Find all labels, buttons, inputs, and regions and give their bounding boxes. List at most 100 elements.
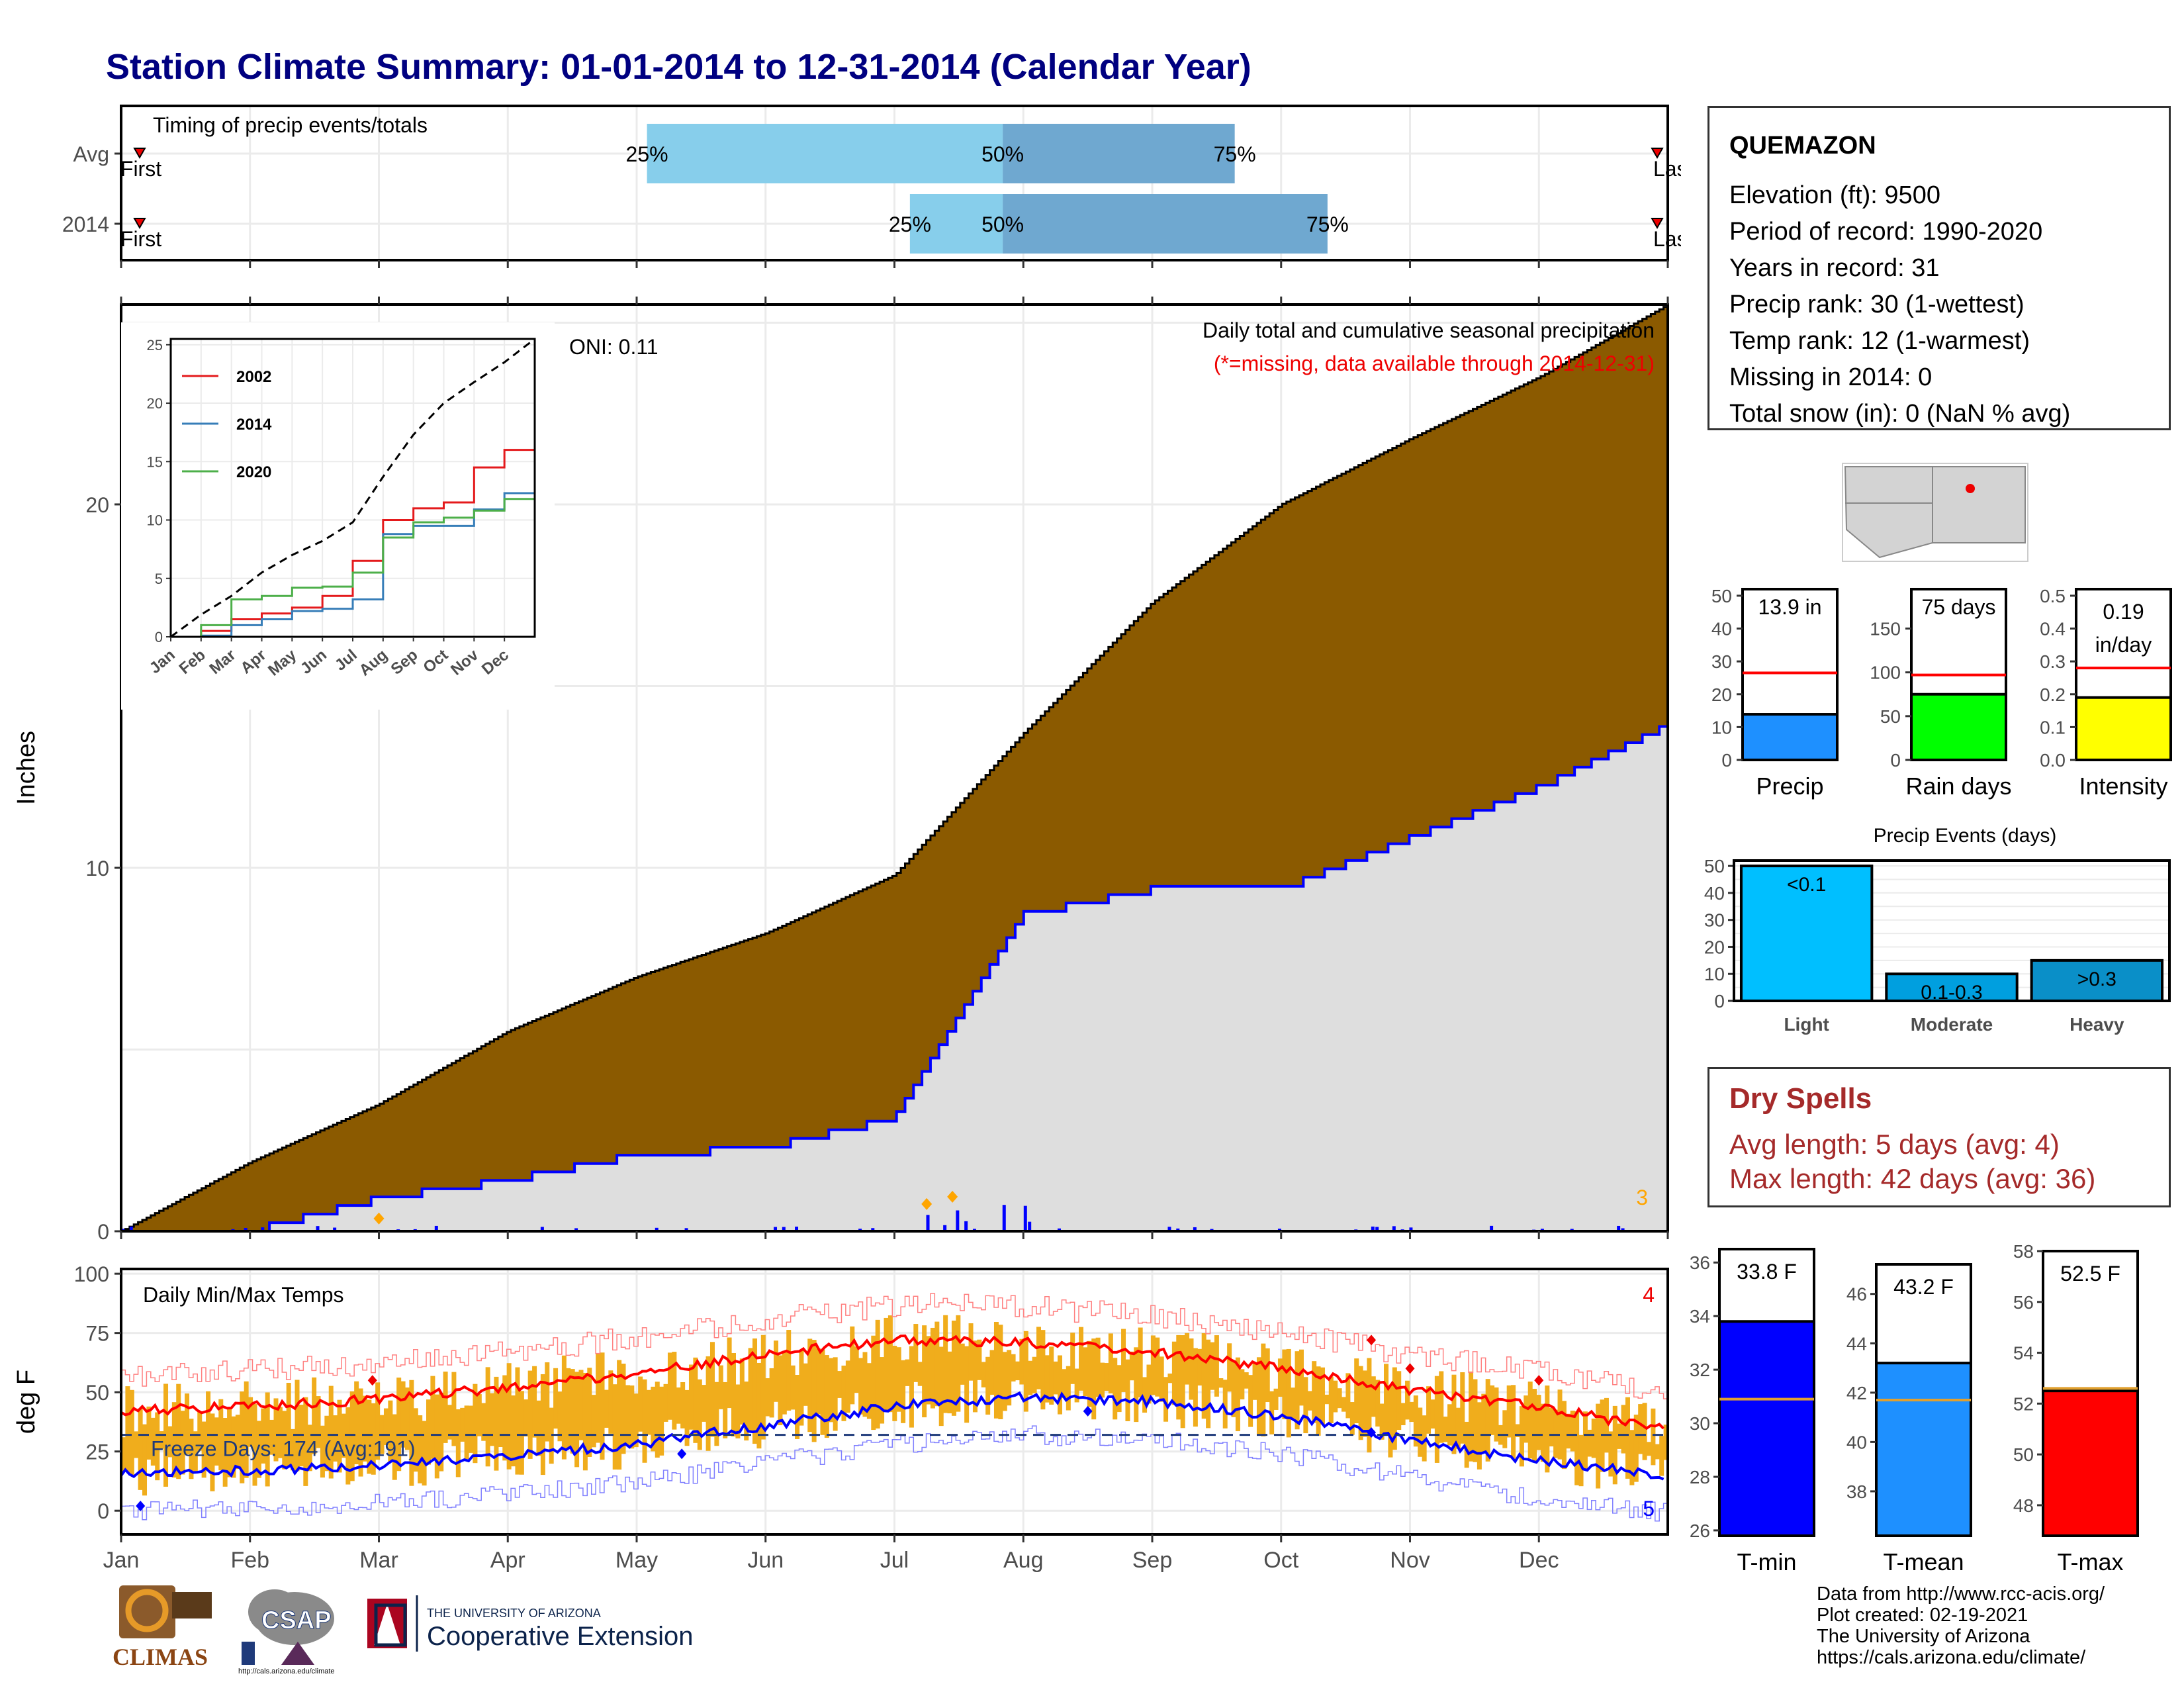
daily-temp-bar [816, 1348, 821, 1415]
temp-bar-label: T-max [2057, 1548, 2123, 1575]
temp-bar-ytick-label: 30 [1690, 1413, 1710, 1434]
daily-precip-bar [540, 1227, 544, 1231]
daily-temp-bar [854, 1346, 859, 1393]
daily-temp-bar [1316, 1366, 1321, 1436]
month-label: Jan [103, 1548, 140, 1573]
summary-ytick-label: 100 [1870, 663, 1901, 683]
daily-temp-bar [871, 1335, 876, 1430]
daily-temp-bar [134, 1431, 139, 1458]
daily-temp-bar [1561, 1401, 1567, 1470]
station-precip-rank: Precip rank: 30 (1-wettest) [1729, 291, 2025, 318]
precip-events-category: Light [1784, 1014, 1829, 1035]
daily-temp-bar [1227, 1343, 1232, 1392]
climas-ring [125, 1589, 169, 1632]
daily-temp-bar [316, 1396, 321, 1448]
daily-temp-bar [1434, 1376, 1439, 1463]
precip-events-bar-heavy [2030, 959, 2164, 1003]
daily-temp-bar [659, 1386, 664, 1456]
daily-temp-bar [1633, 1415, 1639, 1482]
daily-temp-bar [1058, 1355, 1063, 1415]
daily-precip-bar [1621, 1228, 1625, 1231]
daily-temp-bar [1180, 1335, 1185, 1429]
daily-temp-bar [341, 1413, 346, 1458]
inset-ytick-label: 20 [147, 395, 163, 412]
temp-bar-ytick-label: 42 [1846, 1383, 1867, 1403]
cumulative-2014-area [121, 722, 1669, 1233]
daily-temp-bar [600, 1352, 605, 1460]
ua-small-text: THE UNIVERSITY OF ARIZONA [427, 1607, 601, 1620]
daily-temp-bar [1574, 1411, 1580, 1485]
daily-temp-bar [1549, 1407, 1554, 1447]
summary-ytick-label: 0.0 [2040, 750, 2066, 771]
temp-count-top: 4 [1643, 1283, 1655, 1307]
daily-temp-bar [235, 1415, 240, 1470]
daily-temp-bar [1612, 1405, 1617, 1485]
daily-temp-bar [171, 1402, 177, 1478]
daily-precip-bar [244, 1227, 248, 1231]
daily-temp-bar [663, 1383, 668, 1422]
footer-plot-created: Plot created: 02-19-2021 [1817, 1605, 2028, 1626]
record-low-line [121, 1425, 1668, 1522]
temp-bar-ytick-label: 46 [1846, 1284, 1867, 1305]
csap-text: CSAP [261, 1607, 332, 1634]
temp-bar-t-min [1718, 1320, 1815, 1538]
timing-first-marker [133, 148, 146, 160]
daily-temp-bar [295, 1380, 300, 1472]
summary-ytick-label: 150 [1870, 619, 1901, 639]
daily-temp-bar [608, 1370, 614, 1434]
main-chart-area: 25%50%75%FirstLastAvg25%50%75%FirstLast2… [13, 105, 1681, 1573]
temp-bar-ytick-label: 50 [2013, 1444, 2034, 1465]
daily-temp-bar [498, 1387, 503, 1447]
daily-temp-bar [413, 1408, 418, 1472]
station-location-dot [1966, 484, 1975, 493]
daily-temp-bar [633, 1393, 639, 1448]
daily-temp-bar [1490, 1385, 1495, 1435]
daily-temp-bar [1328, 1376, 1334, 1423]
daily-temp-bar [1345, 1373, 1351, 1419]
daily-temp-bar [1642, 1403, 1647, 1460]
temperature-panel: 0 25 50 75 100 Jan Feb Mar Apr May Jun Jul Aug Sep Oct… [13, 1262, 1669, 1573]
daily-temp-bar [150, 1417, 156, 1466]
daily-temp-bar [1604, 1397, 1609, 1453]
summary-ytick-label: 0.3 [2040, 651, 2066, 672]
timing-label-50: 50% [981, 212, 1024, 236]
precip-events-bar-inner: <0.1 [1787, 874, 1826, 896]
daily-temp-bar [582, 1372, 588, 1471]
daily-temp-bar [1422, 1415, 1427, 1462]
daily-temp-bar [752, 1338, 758, 1444]
daily-temp-bar [527, 1370, 533, 1459]
daily-temp-bar [1358, 1366, 1363, 1440]
daily-temp-bar [837, 1371, 842, 1398]
daily-temp-bar [1447, 1404, 1453, 1446]
daily-temp-bar [240, 1391, 245, 1483]
daily-temp-bar [646, 1389, 651, 1435]
daily-precip-bar [129, 1226, 133, 1231]
daily-temp-bar [972, 1340, 978, 1413]
daily-temp-bar [667, 1352, 672, 1420]
daily-temp-bar [1519, 1406, 1524, 1467]
daily-precip-bar [261, 1227, 265, 1231]
timing-first-label: First [120, 227, 161, 251]
daily-temp-bar [1015, 1361, 1020, 1381]
daily-temp-bar [621, 1364, 626, 1454]
daily-temp-bar [960, 1343, 965, 1385]
daily-temp-bar [269, 1419, 275, 1455]
daily-temp-bar [930, 1327, 935, 1409]
daily-temp-bar [248, 1397, 253, 1447]
daily-temp-bar [1536, 1395, 1541, 1450]
daily-temp-bar [328, 1385, 334, 1479]
daily-temp-bar [887, 1315, 893, 1413]
summary-bar-0 [1741, 713, 1839, 762]
daily-temp-bar [993, 1322, 999, 1419]
daily-temp-bar [1265, 1348, 1270, 1403]
daily-temp-bar [790, 1365, 796, 1410]
daily-temp-bar [1019, 1338, 1024, 1385]
daily-temp-bar [1023, 1331, 1028, 1412]
daily-temp-bar [1062, 1369, 1067, 1399]
summary-bar-label: Rain days [1905, 773, 2011, 800]
temp-bar-ytick-label: 58 [2013, 1241, 2034, 1262]
ua-logo: THE UNIVERSITY OF ARIZONA Cooperative Ex… [367, 1595, 693, 1652]
precip-ytick-label: 10 [85, 857, 109, 880]
daily-temp-bar [333, 1415, 338, 1462]
daily-temp-bar [426, 1399, 431, 1465]
